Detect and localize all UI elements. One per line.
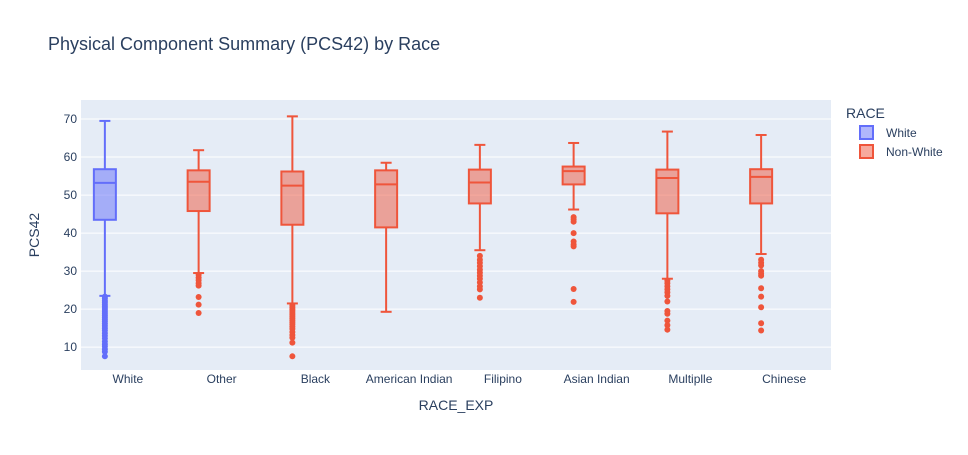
outlier-point bbox=[758, 327, 765, 334]
y-tick-label: 20 bbox=[64, 302, 78, 316]
outlier-point bbox=[758, 304, 765, 311]
box-other[interactable] bbox=[186, 149, 211, 316]
legend-label: White bbox=[886, 126, 917, 140]
box-chinese[interactable] bbox=[749, 133, 774, 334]
outlier-point bbox=[570, 286, 577, 292]
outlier-point bbox=[195, 282, 202, 289]
iqr-box bbox=[749, 168, 774, 205]
y-tick-label: 40 bbox=[64, 226, 78, 240]
outlier-point bbox=[476, 294, 483, 301]
box-white[interactable] bbox=[92, 119, 117, 360]
y-tick-label: 50 bbox=[64, 188, 78, 202]
box-black[interactable] bbox=[280, 115, 305, 360]
outlier-point bbox=[195, 301, 202, 308]
iqr-box bbox=[92, 168, 117, 221]
box-american-indian[interactable] bbox=[374, 161, 399, 313]
outlier-point bbox=[570, 298, 577, 305]
outlier-point bbox=[664, 310, 671, 317]
legend-swatch bbox=[859, 125, 874, 140]
iqr-box bbox=[280, 170, 305, 226]
legend-item-non-white[interactable]: Non-White bbox=[859, 144, 943, 159]
outlier-point bbox=[101, 348, 108, 355]
iqr-box bbox=[186, 169, 211, 213]
series-non-white bbox=[186, 115, 774, 360]
x-tick-label: Asian Indian bbox=[564, 372, 630, 386]
outlier-point bbox=[758, 272, 765, 279]
outlier-point bbox=[101, 353, 108, 360]
legend-items: White Non-White bbox=[859, 125, 943, 159]
box-asian-indian[interactable] bbox=[561, 141, 586, 305]
outlier-point bbox=[664, 322, 671, 329]
iqr-box bbox=[561, 165, 586, 186]
outlier-point bbox=[758, 293, 765, 300]
y-axis-title: PCS42 bbox=[26, 213, 42, 258]
box-filipino[interactable] bbox=[467, 143, 492, 301]
outlier-point bbox=[664, 298, 671, 305]
outlier-point bbox=[195, 293, 202, 300]
legend-swatch bbox=[859, 144, 874, 159]
y-tick-label: 60 bbox=[64, 150, 78, 164]
outlier-point bbox=[289, 339, 296, 346]
chart-title: Physical Component Summary (PCS42) by Ra… bbox=[48, 34, 440, 54]
outlier-point bbox=[570, 243, 577, 250]
outlier-point bbox=[758, 320, 765, 327]
iqr-box bbox=[655, 168, 680, 215]
y-axis-ticks: 10 20 30 40 50 60 70 bbox=[64, 112, 78, 354]
outlier-point bbox=[289, 334, 296, 341]
legend-label: Non-White bbox=[886, 145, 943, 159]
y-tick-label: 10 bbox=[64, 340, 78, 354]
iqr-box bbox=[374, 169, 399, 229]
y-tick-label: 30 bbox=[64, 264, 78, 278]
iqr-box bbox=[467, 168, 492, 205]
x-axis-ticks: White Other Black American Indian Filipino As… bbox=[113, 372, 807, 386]
x-axis-title: RACE_EXP bbox=[419, 397, 494, 413]
x-tick-label: White bbox=[113, 372, 144, 386]
legend-title: RACE bbox=[846, 105, 885, 121]
legend: RACE White Non-White bbox=[846, 105, 943, 159]
box-multiplle[interactable] bbox=[655, 130, 680, 333]
x-tick-label: American Indian bbox=[366, 372, 453, 386]
x-tick-label: Chinese bbox=[762, 372, 806, 386]
outlier-point bbox=[758, 262, 765, 269]
series-white bbox=[92, 119, 117, 360]
plot-area bbox=[81, 100, 831, 370]
x-tick-label: Filipino bbox=[484, 372, 522, 386]
outlier-point bbox=[664, 317, 671, 324]
outlier-point bbox=[570, 218, 577, 225]
x-tick-label: Black bbox=[301, 372, 331, 386]
outlier-point bbox=[195, 309, 202, 316]
outlier-point bbox=[664, 326, 671, 333]
x-tick-label: Multiplle bbox=[668, 372, 712, 386]
legend-item-white[interactable]: White bbox=[859, 125, 917, 140]
outlier-point bbox=[570, 230, 577, 237]
outlier-point bbox=[289, 353, 296, 360]
x-tick-label: Other bbox=[207, 372, 237, 386]
box-traces bbox=[92, 115, 774, 360]
outlier-point bbox=[758, 285, 765, 292]
outlier-point bbox=[476, 286, 483, 293]
outlier-point bbox=[664, 292, 671, 299]
y-tick-label: 70 bbox=[64, 112, 78, 126]
